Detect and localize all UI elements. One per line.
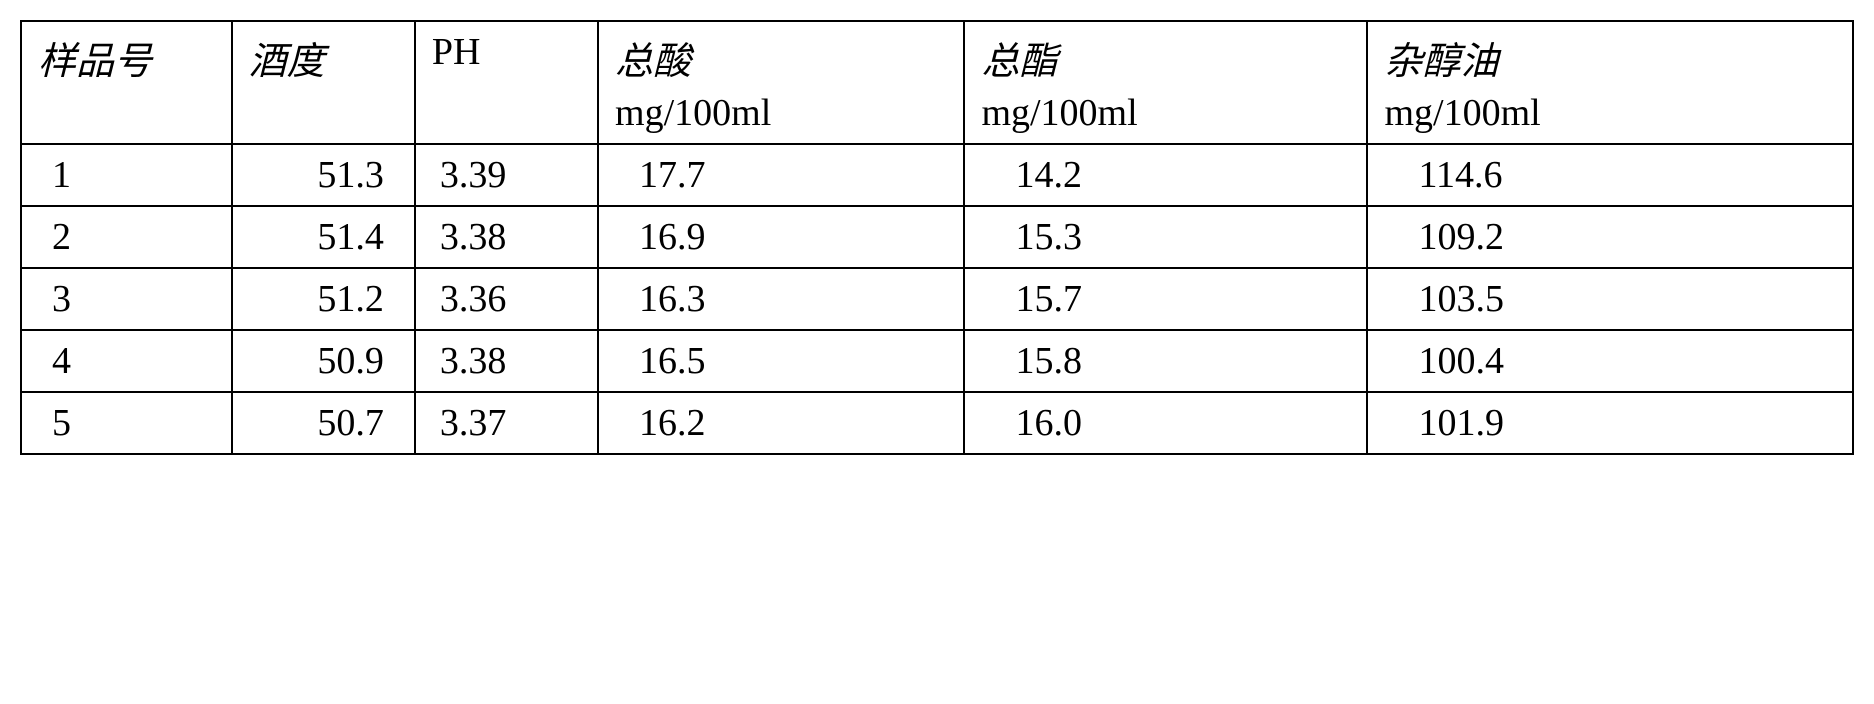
header-fusel-main: 杂醇油 [1384, 30, 1836, 85]
cell-ester: 15.3 [964, 206, 1367, 268]
header-sample: 样品号 [21, 21, 232, 144]
cell-ph: 3.38 [415, 206, 598, 268]
table-row: 2 51.4 3.38 16.9 15.3 109.2 [21, 206, 1853, 268]
cell-sample: 5 [21, 392, 232, 454]
cell-ph: 3.36 [415, 268, 598, 330]
cell-sample: 3 [21, 268, 232, 330]
cell-ester: 14.2 [964, 144, 1367, 206]
cell-ester: 16.0 [964, 392, 1367, 454]
header-ph-main: PH [432, 30, 581, 74]
data-table: 样品号 酒度 PH 总酸 mg/100ml 总酯 mg/100ml 杂醇油 [20, 20, 1854, 455]
cell-fusel: 101.9 [1367, 392, 1853, 454]
cell-alcohol: 51.3 [232, 144, 415, 206]
table-row: 5 50.7 3.37 16.2 16.0 101.9 [21, 392, 1853, 454]
cell-acid: 16.3 [598, 268, 964, 330]
header-acid-main: 总酸 [615, 30, 947, 85]
cell-sample: 4 [21, 330, 232, 392]
cell-acid: 16.9 [598, 206, 964, 268]
table-body: 1 51.3 3.39 17.7 14.2 114.6 2 51.4 3.38 … [21, 144, 1853, 454]
header-alcohol: 酒度 [232, 21, 415, 144]
cell-ester: 15.7 [964, 268, 1367, 330]
header-ester: 总酯 mg/100ml [964, 21, 1367, 144]
table-row: 4 50.9 3.38 16.5 15.8 100.4 [21, 330, 1853, 392]
cell-acid: 16.5 [598, 330, 964, 392]
cell-acid: 16.2 [598, 392, 964, 454]
cell-alcohol: 50.9 [232, 330, 415, 392]
header-acid-sub: mg/100ml [615, 91, 947, 135]
cell-fusel: 114.6 [1367, 144, 1853, 206]
cell-sample: 2 [21, 206, 232, 268]
cell-fusel: 100.4 [1367, 330, 1853, 392]
table-header-row: 样品号 酒度 PH 总酸 mg/100ml 总酯 mg/100ml 杂醇油 [21, 21, 1853, 144]
cell-sample: 1 [21, 144, 232, 206]
cell-fusel: 103.5 [1367, 268, 1853, 330]
header-ph: PH [415, 21, 598, 144]
cell-ph: 3.38 [415, 330, 598, 392]
cell-ester: 15.8 [964, 330, 1367, 392]
table-row: 1 51.3 3.39 17.7 14.2 114.6 [21, 144, 1853, 206]
header-ester-main: 总酯 [981, 30, 1350, 85]
cell-alcohol: 51.4 [232, 206, 415, 268]
header-fusel: 杂醇油 mg/100ml [1367, 21, 1853, 144]
data-table-container: 样品号 酒度 PH 总酸 mg/100ml 总酯 mg/100ml 杂醇油 [20, 20, 1854, 455]
header-sample-main: 样品号 [38, 30, 215, 85]
header-alcohol-main: 酒度 [249, 30, 398, 85]
cell-ph: 3.37 [415, 392, 598, 454]
table-row: 3 51.2 3.36 16.3 15.7 103.5 [21, 268, 1853, 330]
cell-alcohol: 50.7 [232, 392, 415, 454]
header-ester-sub: mg/100ml [981, 91, 1350, 135]
cell-ph: 3.39 [415, 144, 598, 206]
cell-alcohol: 51.2 [232, 268, 415, 330]
cell-acid: 17.7 [598, 144, 964, 206]
header-fusel-sub: mg/100ml [1384, 91, 1836, 135]
header-acid: 总酸 mg/100ml [598, 21, 964, 144]
table-header: 样品号 酒度 PH 总酸 mg/100ml 总酯 mg/100ml 杂醇油 [21, 21, 1853, 144]
cell-fusel: 109.2 [1367, 206, 1853, 268]
